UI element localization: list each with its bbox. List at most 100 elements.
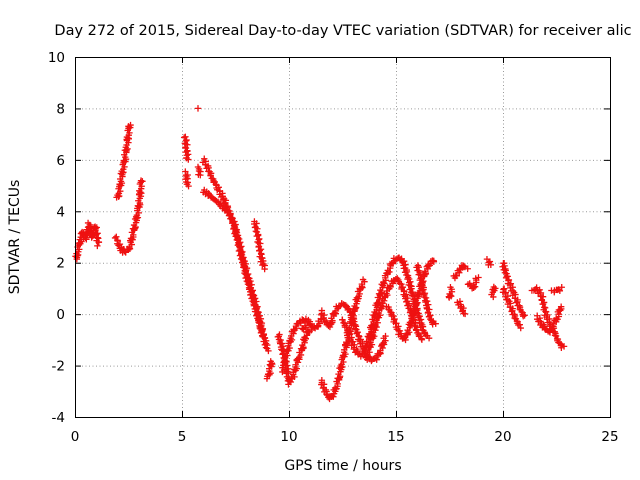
data-point-marker <box>84 219 92 227</box>
x-tick-label: 0 <box>71 429 80 445</box>
data-point-marker <box>323 390 330 398</box>
data-point-marker <box>183 136 190 144</box>
data-point-marker <box>396 327 404 335</box>
data-point-marker <box>430 257 437 265</box>
data-point-marker <box>456 265 463 273</box>
data-point-marker <box>513 299 520 306</box>
data-point-marker <box>560 343 568 350</box>
data-point-marker <box>501 269 509 276</box>
data-point-marker <box>262 344 270 351</box>
x-axis-label: GPS time / hours <box>284 458 401 474</box>
y-tick-label: 6 <box>56 153 65 169</box>
data-point-marker <box>520 313 527 320</box>
data-point-marker <box>508 308 515 315</box>
data-point-marker <box>396 280 404 287</box>
data-point-marker <box>557 303 565 310</box>
data-point-marker <box>487 261 495 269</box>
grid-lines <box>75 57 610 417</box>
data-point-marker <box>252 228 260 235</box>
data-point-marker <box>501 262 508 270</box>
data-point-marker <box>185 156 192 163</box>
data-point-marker <box>391 315 398 323</box>
y-tick-label: 2 <box>56 256 65 272</box>
data-point-marker <box>506 303 514 311</box>
data-point-marker <box>379 340 386 348</box>
data-point-marker <box>413 300 420 307</box>
x-tick-label: 10 <box>280 429 297 445</box>
data-point-marker <box>294 355 302 362</box>
data-point-marker <box>351 325 359 332</box>
chart-title: Day 272 of 2015, Sidereal Day-to-day VTE… <box>54 23 631 39</box>
data-point-marker <box>425 301 432 308</box>
data-point-marker <box>249 297 256 305</box>
data-point-marker <box>420 290 427 297</box>
data-point-marker <box>212 181 220 188</box>
tick-labels: 0 5 10 15 20 25 -4 -2 0 2 4 6 8 10 <box>48 50 619 445</box>
data-point-marker <box>238 251 246 259</box>
data-point-marker <box>539 293 547 300</box>
data-point-marker <box>194 105 202 112</box>
x-tick-label: 20 <box>494 429 511 445</box>
data-point-marker <box>382 332 389 340</box>
data-point-marker <box>415 271 422 278</box>
data-point-marker <box>421 293 428 301</box>
y-tick-label: -2 <box>52 359 65 375</box>
data-point-marker <box>288 375 295 382</box>
y-tick-label: -4 <box>52 410 65 426</box>
data-point-marker <box>301 322 309 330</box>
data-point-marker <box>459 307 467 314</box>
data-point-marker <box>475 274 482 281</box>
data-point-marker <box>539 300 546 308</box>
data-point-marker <box>460 310 467 317</box>
data-point-marker <box>302 335 309 342</box>
data-point-marker <box>521 312 528 319</box>
data-point-marker <box>137 177 145 184</box>
data-point-marker <box>388 312 395 320</box>
data-point-marker <box>259 333 267 341</box>
data-point-marker <box>95 239 103 246</box>
data-point-marker <box>464 265 471 272</box>
data-point-marker <box>231 222 238 230</box>
data-point-marker <box>500 285 508 292</box>
y-tick-label: 0 <box>56 307 65 323</box>
data-point-marker <box>425 334 433 342</box>
x-tick-label: 5 <box>178 429 187 445</box>
data-point-marker <box>94 242 101 250</box>
data-points <box>72 105 568 403</box>
data-point-marker <box>313 323 320 330</box>
data-point-marker <box>267 358 274 365</box>
data-point-marker <box>239 259 246 266</box>
data-point-marker <box>339 316 346 323</box>
data-point-marker <box>412 326 420 333</box>
data-point-marker <box>223 208 231 216</box>
data-point-marker <box>486 258 494 265</box>
data-point-marker <box>517 324 524 332</box>
data-point-marker <box>244 280 252 288</box>
data-point-marker <box>330 393 337 400</box>
data-point-marker <box>456 298 464 305</box>
data-point-marker <box>243 277 251 285</box>
data-point-marker <box>185 182 192 190</box>
x-tick-label: 25 <box>601 429 618 445</box>
axis-ticks <box>75 57 611 418</box>
data-point-marker <box>354 329 361 336</box>
data-point-marker <box>505 276 513 284</box>
data-point-marker <box>377 290 385 297</box>
data-point-marker <box>346 308 353 315</box>
data-point-marker <box>127 121 134 129</box>
plot-frame <box>75 57 611 418</box>
data-point-marker <box>233 236 241 244</box>
data-point-marker <box>253 304 260 312</box>
data-point-marker <box>265 347 272 355</box>
y-axis-label: SDTVAR / TECUs <box>7 180 23 295</box>
data-point-marker <box>113 233 120 240</box>
data-point-marker <box>418 335 425 342</box>
data-point-marker <box>345 305 352 312</box>
data-point-marker <box>432 320 439 327</box>
data-point-marker <box>418 287 426 294</box>
data-point-marker <box>371 333 378 340</box>
data-point-marker <box>447 284 454 291</box>
data-point-marker <box>359 276 367 283</box>
data-point-marker <box>139 178 146 185</box>
